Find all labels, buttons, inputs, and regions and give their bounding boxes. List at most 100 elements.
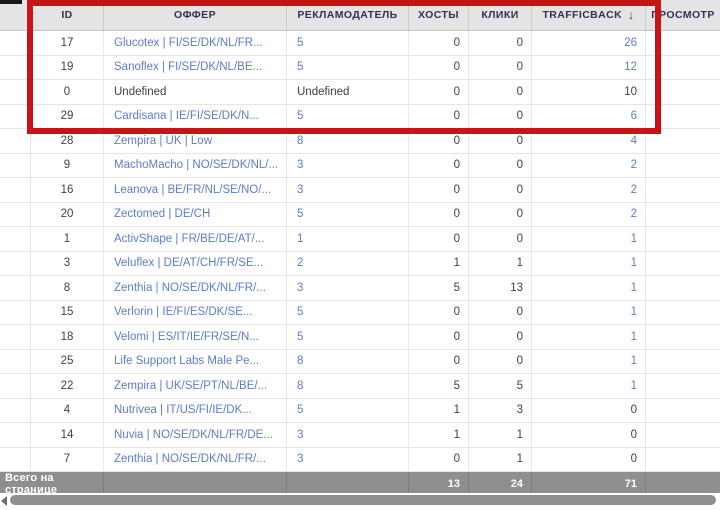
offer-link[interactable]: Nuvia | NO/SE/DK/NL/FR/DE...	[114, 428, 273, 441]
offer-link[interactable]: Zenthia | NO/SE/DK/NL/FR/...	[114, 453, 266, 466]
trafficback-link[interactable]: 1	[630, 281, 637, 294]
advertiser-link[interactable]: 5	[297, 61, 304, 74]
trafficback-link[interactable]: 4	[630, 134, 637, 147]
advertiser-link: Undefined	[297, 85, 350, 98]
row-trafficback-cell: 4	[531, 129, 645, 153]
column-header-id[interactable]: ID	[30, 0, 103, 30]
trafficback-link[interactable]: 1	[630, 306, 637, 319]
column-header-trafficback[interactable]: TRAFFICBACK ↓	[531, 0, 645, 30]
footer-views-cell	[645, 472, 720, 496]
offer-link[interactable]: MachoMacho | NO/SE/DK/NL/...	[114, 159, 279, 172]
trafficback-link[interactable]: 1	[630, 257, 637, 270]
column-header-hosts[interactable]: ХОСТЫ	[408, 0, 468, 30]
advertiser-link[interactable]: 5	[297, 208, 304, 221]
trafficback-link[interactable]: 2	[630, 159, 637, 172]
offer-link[interactable]: Zempira | UK/SE/PT/NL/BE/...	[114, 379, 268, 392]
column-header-clicks[interactable]: КЛИКИ	[468, 0, 531, 30]
row-select-cell	[0, 178, 30, 202]
row-advertiser-cell: 8	[286, 349, 408, 373]
column-header-offer[interactable]: ОФФЕР	[103, 0, 286, 30]
table-row: 14 Nuvia | NO/SE/DK/NL/FR/DE... 3 1 1 0	[0, 423, 720, 448]
advertiser-link[interactable]: 2	[297, 257, 304, 270]
trafficback-link: 0	[630, 428, 637, 441]
row-clicks-cell: 3	[468, 398, 531, 422]
table-row: 15 Verlorin | IE/FI/ES/DK/SE... 5 0 0 1	[0, 300, 720, 325]
trafficback-link[interactable]: 2	[630, 208, 637, 221]
table-row: 8 Zenthia | NO/SE/DK/NL/FR/... 3 5 13 1	[0, 276, 720, 301]
row-views-cell	[645, 276, 720, 300]
row-id-cell: 4	[30, 398, 103, 422]
row-offer-cell: Veluflex | DE/AT/CH/FR/SE...	[103, 251, 286, 275]
advertiser-link[interactable]: 1	[297, 232, 304, 245]
row-id-cell: 22	[30, 374, 103, 398]
advertiser-link[interactable]: 5	[297, 36, 304, 49]
row-select-cell	[0, 56, 30, 80]
row-id-cell: 8	[30, 276, 103, 300]
advertiser-link[interactable]: 5	[297, 330, 304, 343]
row-views-cell	[645, 325, 720, 349]
advertiser-link[interactable]: 8	[297, 134, 304, 147]
trafficback-link[interactable]: 1	[630, 379, 637, 392]
offer-link[interactable]: Glucotex | FI/SE/DK/NL/FR...	[114, 36, 263, 49]
row-views-cell	[645, 349, 720, 373]
trafficback-link[interactable]: 12	[624, 61, 637, 74]
row-id-cell: 25	[30, 349, 103, 373]
advertiser-link[interactable]: 3	[297, 159, 304, 172]
trafficback-link: 0	[630, 453, 637, 466]
horizontal-scrollbar[interactable]	[0, 493, 720, 510]
scrollbar-thumb[interactable]	[10, 495, 716, 505]
row-select-cell	[0, 129, 30, 153]
row-offer-cell: Zenthia | NO/SE/DK/NL/FR/...	[103, 276, 286, 300]
scroll-left-arrow-icon[interactable]	[1, 496, 7, 506]
row-trafficback-cell: 12	[531, 55, 645, 79]
offer-link[interactable]: Life Support Labs Male Pe...	[114, 355, 260, 368]
advertiser-link[interactable]: 3	[297, 453, 304, 466]
column-header-advertiser[interactable]: РЕКЛАМОДАТЕЛЬ	[286, 0, 408, 30]
footer-hosts-total: 13	[408, 472, 468, 496]
trafficback-link[interactable]: 6	[630, 110, 637, 123]
advertiser-link[interactable]: 8	[297, 355, 304, 368]
row-hosts-cell: 0	[408, 80, 468, 104]
trafficback-link[interactable]: 1	[630, 232, 637, 245]
table-row: 17 Glucotex | FI/SE/DK/NL/FR... 5 0 0 26	[0, 31, 720, 56]
advertiser-link[interactable]: 3	[297, 281, 304, 294]
row-clicks-cell: 0	[468, 325, 531, 349]
trafficback-link: 0	[630, 404, 637, 417]
trafficback-link[interactable]: 2	[630, 183, 637, 196]
row-clicks-cell: 0	[468, 31, 531, 55]
table-row: 1 ActivShape | FR/BE/DE/AT/... 1 0 0 1	[0, 227, 720, 252]
advertiser-link[interactable]: 5	[297, 306, 304, 319]
table-row: 3 Veluflex | DE/AT/CH/FR/SE... 2 1 1 1	[0, 251, 720, 276]
offer-link[interactable]: Leanova | BE/FR/NL/SE/NO/...	[114, 183, 272, 196]
offer-link[interactable]: ActivShape | FR/BE/DE/AT/...	[114, 232, 265, 245]
offer-link[interactable]: Cardisana | IE/FI/SE/DK/N...	[114, 110, 259, 123]
row-advertiser-cell: 5	[286, 325, 408, 349]
advertiser-link[interactable]: 3	[297, 183, 304, 196]
column-header-views[interactable]: ПРОСМОТР	[645, 0, 720, 30]
row-clicks-cell: 13	[468, 276, 531, 300]
row-advertiser-cell: 3	[286, 153, 408, 177]
advertiser-link[interactable]: 5	[297, 404, 304, 417]
advertiser-link[interactable]: 8	[297, 379, 304, 392]
offer-link[interactable]: Zectomed | DE/CH	[114, 208, 211, 221]
trafficback-link[interactable]: 1	[630, 355, 637, 368]
table-row: 22 Zempira | UK/SE/PT/NL/BE/... 8 5 5 1	[0, 374, 720, 399]
table-row: 16 Leanova | BE/FR/NL/SE/NO/... 3 0 0 2	[0, 178, 720, 203]
column-header-label: ОФФЕР	[174, 9, 216, 21]
offer-link[interactable]: Veluflex | DE/AT/CH/FR/SE...	[114, 257, 264, 270]
advertiser-link[interactable]: 3	[297, 428, 304, 441]
offer-link[interactable]: Verlorin | IE/FI/ES/DK/SE...	[114, 306, 253, 319]
row-clicks-cell: 0	[468, 129, 531, 153]
trafficback-link[interactable]: 1	[630, 330, 637, 343]
advertiser-link[interactable]: 5	[297, 110, 304, 123]
row-advertiser-cell: 5	[286, 104, 408, 128]
offer-link[interactable]: Velomi | ES/IT/IE/FR/SE/N...	[114, 330, 259, 343]
offer-link[interactable]: Zempira | UK | Low	[114, 134, 213, 147]
row-views-cell	[645, 80, 720, 104]
offer-link[interactable]: Nutrivea | IT/US/FI/IE/DK...	[114, 404, 252, 417]
trafficback-link[interactable]: 26	[624, 36, 637, 49]
row-clicks-cell: 0	[468, 227, 531, 251]
offer-link[interactable]: Sanoflex | FI/SE/DK/NL/BE...	[114, 61, 263, 74]
row-offer-cell: Life Support Labs Male Pe...	[103, 349, 286, 373]
offer-link[interactable]: Zenthia | NO/SE/DK/NL/FR/...	[114, 281, 266, 294]
